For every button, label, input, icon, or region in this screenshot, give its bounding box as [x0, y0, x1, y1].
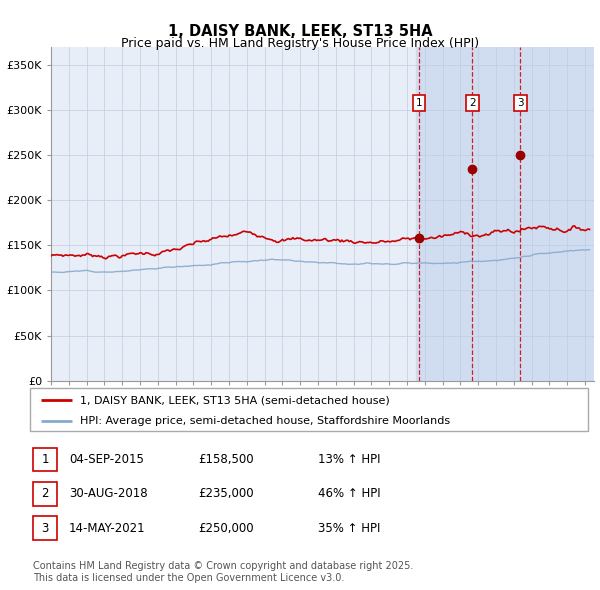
Text: 2: 2	[469, 98, 476, 108]
Text: HPI: Average price, semi-detached house, Staffordshire Moorlands: HPI: Average price, semi-detached house,…	[80, 415, 451, 425]
Text: £235,000: £235,000	[198, 487, 254, 500]
Text: 46% ↑ HPI: 46% ↑ HPI	[318, 487, 380, 500]
Text: Contains HM Land Registry data © Crown copyright and database right 2025.
This d: Contains HM Land Registry data © Crown c…	[33, 561, 413, 583]
Text: 13% ↑ HPI: 13% ↑ HPI	[318, 453, 380, 466]
Text: 1: 1	[41, 453, 49, 466]
Text: 04-SEP-2015: 04-SEP-2015	[69, 453, 144, 466]
Text: 14-MAY-2021: 14-MAY-2021	[69, 522, 146, 535]
Text: Price paid vs. HM Land Registry's House Price Index (HPI): Price paid vs. HM Land Registry's House …	[121, 37, 479, 50]
Bar	[416, 47, 594, 381]
Text: £250,000: £250,000	[198, 522, 254, 535]
Text: £158,500: £158,500	[198, 453, 254, 466]
Text: 1: 1	[416, 98, 422, 108]
Text: 1, DAISY BANK, LEEK, ST13 5HA: 1, DAISY BANK, LEEK, ST13 5HA	[167, 24, 433, 38]
Text: 3: 3	[41, 522, 49, 535]
Text: 3: 3	[517, 98, 524, 108]
Text: 1, DAISY BANK, LEEK, ST13 5HA (semi-detached house): 1, DAISY BANK, LEEK, ST13 5HA (semi-deta…	[80, 395, 390, 405]
Text: 2: 2	[41, 487, 49, 500]
Text: 30-AUG-2018: 30-AUG-2018	[69, 487, 148, 500]
Text: 35% ↑ HPI: 35% ↑ HPI	[318, 522, 380, 535]
